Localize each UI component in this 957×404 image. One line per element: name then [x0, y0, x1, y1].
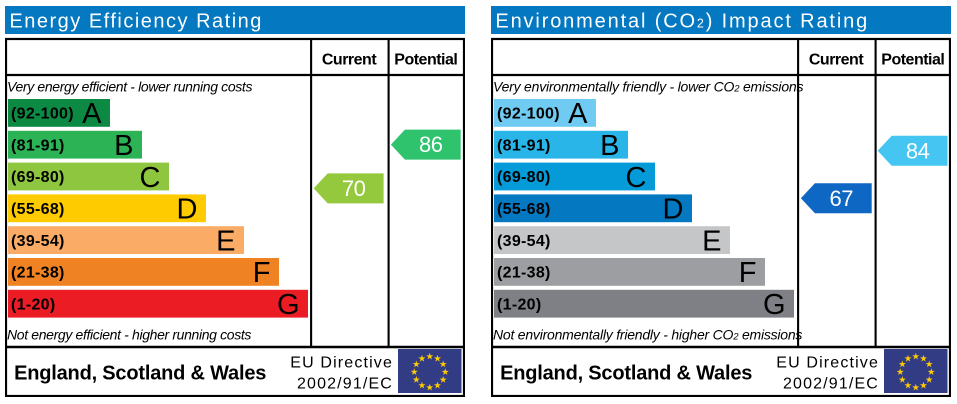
svg-text:Very energy efficient - lower: Very energy efficient - lower running co… — [7, 79, 252, 95]
svg-text:(81-91): (81-91) — [11, 137, 65, 154]
svg-text:2002/91/EC: 2002/91/EC — [297, 376, 393, 393]
svg-text:Current: Current — [322, 51, 377, 68]
svg-text:(55-68): (55-68) — [497, 201, 551, 218]
svg-text:C: C — [140, 162, 161, 194]
svg-text:(21-38): (21-38) — [11, 265, 65, 282]
svg-text:E: E — [702, 225, 721, 257]
svg-text:G: G — [277, 289, 300, 321]
svg-text:(21-38): (21-38) — [497, 265, 551, 282]
svg-text:(1-20): (1-20) — [11, 296, 55, 313]
svg-text:Potential: Potential — [881, 51, 944, 68]
svg-text:Not energy efficient - higher: Not energy efficient - higher running co… — [7, 327, 251, 343]
svg-text:Not environmentally friendly -: Not environmentally friendly - higher CO… — [493, 327, 802, 343]
svg-text:C: C — [626, 162, 647, 194]
svg-text:Current: Current — [809, 51, 864, 68]
svg-text:(69-80): (69-80) — [497, 169, 551, 186]
svg-text:Energy Efficiency Rating: Energy Efficiency Rating — [9, 11, 263, 33]
svg-text:(55-68): (55-68) — [11, 201, 65, 218]
svg-text:(92-100): (92-100) — [497, 106, 560, 123]
svg-text:D: D — [177, 194, 198, 226]
svg-text:70: 70 — [342, 176, 366, 201]
svg-text:E: E — [216, 225, 235, 257]
svg-text:A: A — [568, 98, 588, 130]
svg-text:86: 86 — [419, 132, 443, 157]
svg-text:F: F — [739, 257, 757, 289]
svg-text:Potential: Potential — [394, 51, 457, 68]
svg-text:A: A — [82, 98, 102, 130]
svg-text:Environmental (CO2) Impact Rat: Environmental (CO2) Impact Rating — [495, 11, 869, 33]
svg-text:(92-100): (92-100) — [11, 106, 74, 123]
svg-text:EU Directive: EU Directive — [290, 355, 393, 372]
svg-text:84: 84 — [906, 138, 930, 163]
svg-text:2002/91/EC: 2002/91/EC — [783, 376, 879, 393]
svg-text:Very environmentally friendly: Very environmentally friendly - lower CO… — [493, 79, 803, 95]
svg-text:(81-91): (81-91) — [497, 137, 551, 154]
svg-text:EU Directive: EU Directive — [776, 355, 879, 372]
svg-text:(1-20): (1-20) — [497, 296, 541, 313]
svg-text:D: D — [663, 194, 684, 226]
svg-text:B: B — [600, 130, 619, 162]
svg-text:(69-80): (69-80) — [11, 169, 65, 186]
svg-text:F: F — [253, 257, 271, 289]
svg-text:B: B — [114, 130, 133, 162]
svg-text:G: G — [763, 289, 786, 321]
svg-text:England, Scotland & Wales: England, Scotland & Wales — [14, 362, 266, 384]
svg-text:67: 67 — [830, 186, 854, 211]
svg-text:England, Scotland & Wales: England, Scotland & Wales — [500, 362, 752, 384]
svg-text:(39-54): (39-54) — [497, 233, 551, 250]
svg-text:(39-54): (39-54) — [11, 233, 65, 250]
